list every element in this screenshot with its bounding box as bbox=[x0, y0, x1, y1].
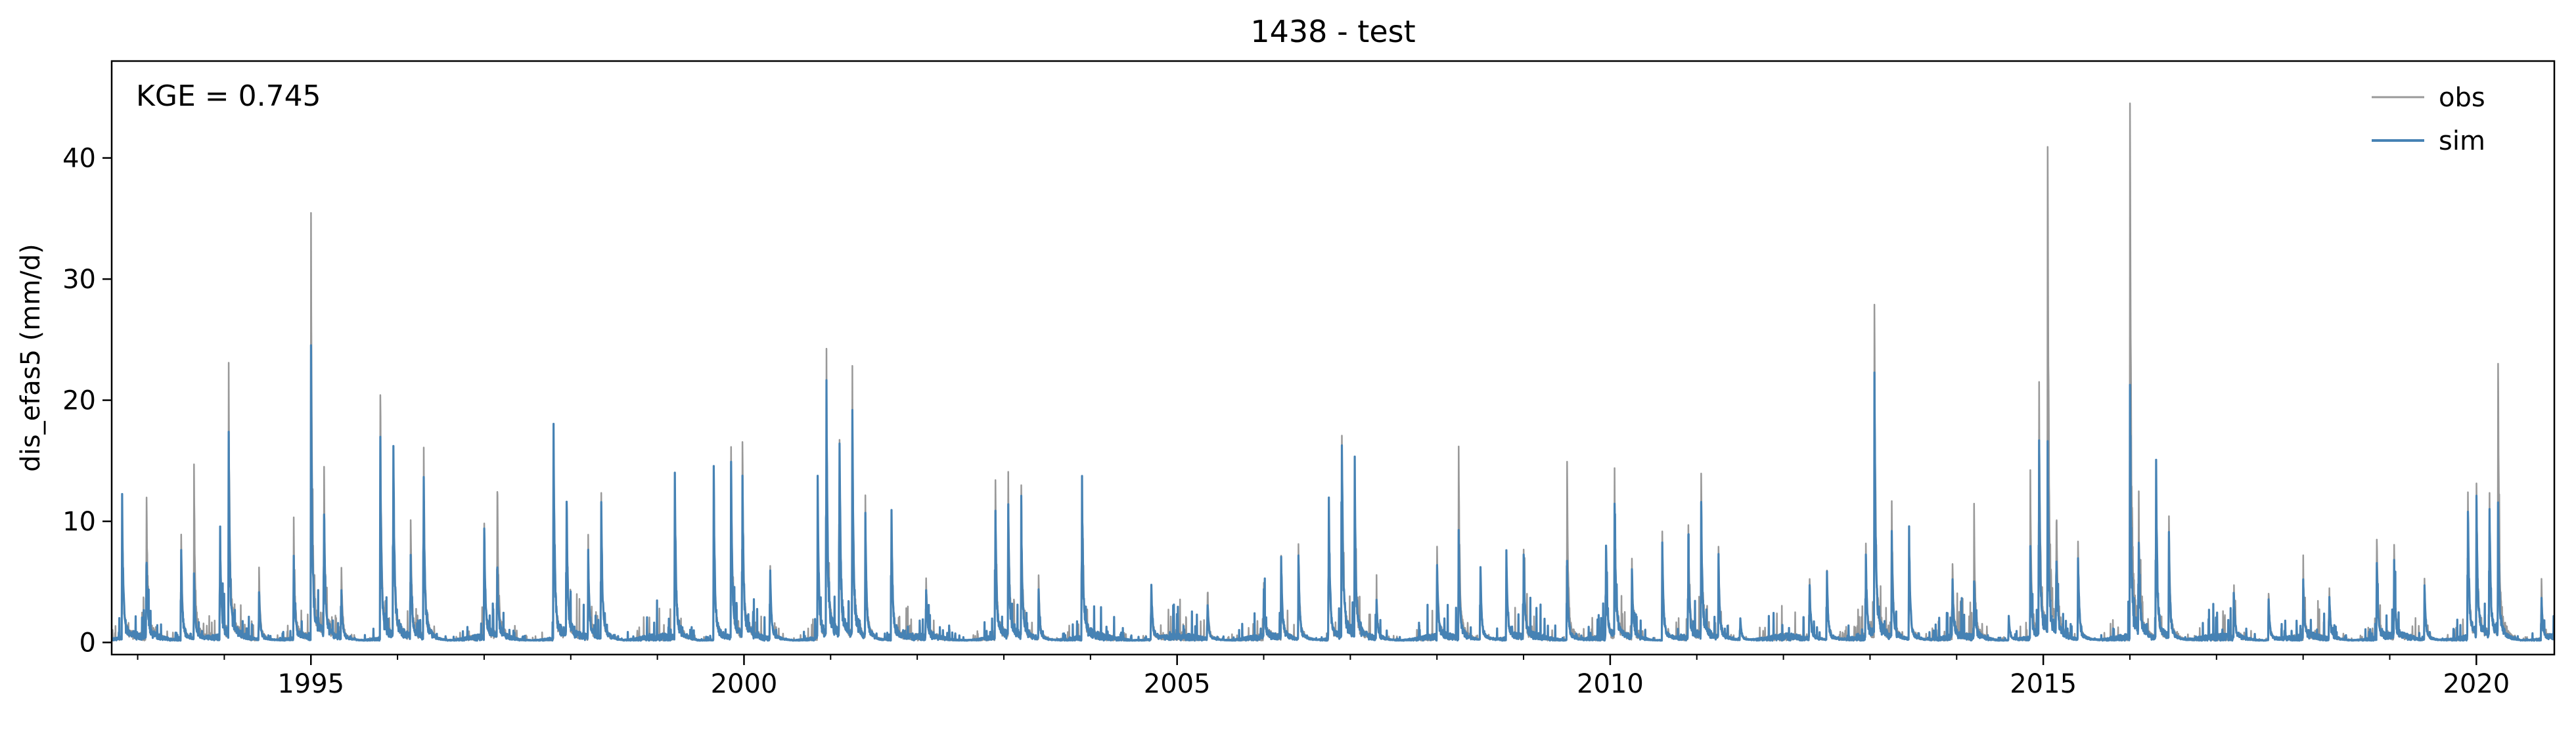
x-tick-label: 2020 bbox=[2443, 669, 2510, 699]
x-tick-label: 1995 bbox=[277, 669, 344, 699]
y-tick-label: 10 bbox=[62, 507, 96, 537]
x-tick-label: 2000 bbox=[711, 669, 778, 699]
y-tick-label: 40 bbox=[62, 144, 96, 174]
series-line-sim bbox=[112, 344, 2554, 642]
kge-annotation: KGE = 0.745 bbox=[136, 79, 321, 113]
y-tick-label: 0 bbox=[79, 628, 96, 658]
legend-obs-label: obs bbox=[2439, 83, 2485, 113]
chart-title: 1438 - test bbox=[1250, 14, 1415, 49]
y-axis: 0 10 20 30 40 bbox=[62, 144, 112, 658]
legend: obs sim bbox=[2372, 83, 2485, 156]
plot-frame bbox=[110, 60, 2556, 656]
x-tick-label: 2015 bbox=[2010, 669, 2077, 699]
y-tick-label: 20 bbox=[62, 386, 96, 416]
legend-sim-label: sim bbox=[2439, 126, 2485, 156]
x-axis: 1995 2000 2005 2010 2015 2020 bbox=[137, 655, 2510, 699]
y-axis-label: dis_efas5 (mm/d) bbox=[16, 244, 46, 472]
x-tick-label: 2010 bbox=[1577, 669, 1644, 699]
y-tick-label: 30 bbox=[62, 265, 96, 295]
series-line-obs bbox=[112, 102, 2554, 642]
series-layer bbox=[112, 102, 2554, 642]
x-tick-label: 2005 bbox=[1144, 669, 1211, 699]
